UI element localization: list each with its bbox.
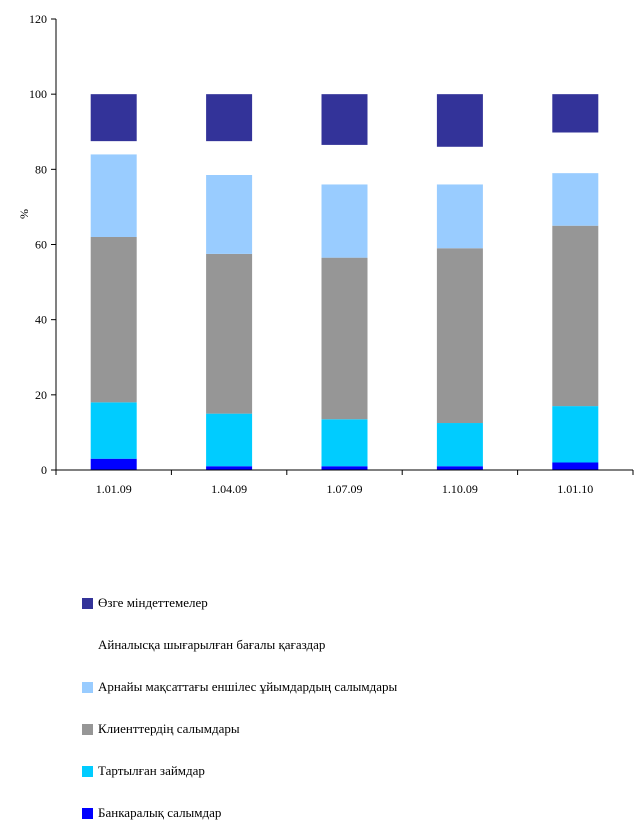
legend-item: Тартылған займдар xyxy=(82,762,205,780)
bar-segment-s3-1-10-09 xyxy=(436,184,483,249)
legend-label: Өзге міндеттемелер xyxy=(98,595,208,610)
legend-label: Арнайы мақсаттағы еншілес ұйымдардың сал… xyxy=(98,679,398,694)
legend-swatch xyxy=(82,681,93,693)
x-tick-label: 1.04.09 xyxy=(211,482,247,496)
y-tick-label: 40 xyxy=(35,313,47,327)
bar-segment-s0-1-01-09 xyxy=(90,458,137,470)
legend-label: Клиенттердің салымдары xyxy=(98,721,240,736)
bar-segment-s0-1-01-10 xyxy=(552,462,599,470)
y-axis-label: % xyxy=(17,209,31,219)
bar-segment-s3-1-01-09 xyxy=(90,154,137,237)
y-tick-label: 120 xyxy=(29,12,47,26)
y-tick-label: 20 xyxy=(35,388,47,402)
x-tick-label: 1.07.09 xyxy=(327,482,363,496)
bar-segment-s1-1-01-10 xyxy=(552,406,599,463)
bar-segment-s1-1-01-09 xyxy=(90,402,137,459)
legend-swatch xyxy=(82,765,93,777)
legend-item: Клиенттердің салымдары xyxy=(82,720,240,738)
legend-item: Өзге міндеттемелер xyxy=(82,594,208,612)
bar-segment-s3-1-01-10 xyxy=(552,173,599,226)
x-axis: 1.01.09 1.04.09 1.07.09 1.10.09 1.01.10 xyxy=(55,469,634,496)
bar-segment-s5-1-01-09 xyxy=(90,94,137,142)
bar-segment-s5-1-07-09 xyxy=(321,94,368,145)
bar-segment-s5-1-10-09 xyxy=(436,94,483,147)
y-tick-label: 60 xyxy=(35,238,47,252)
bar-segment-s2-1-01-10 xyxy=(552,225,599,407)
y-tick-label: 100 xyxy=(29,87,47,101)
legend-item: Арнайы мақсаттағы еншілес ұйымдардың сал… xyxy=(82,678,397,696)
y-axis: 0 20 40 60 80 100 120 xyxy=(29,12,57,477)
legend-item: Айналысқа шығарылған бағалы қағаздар xyxy=(82,636,325,654)
bar-segment-s4-1-10-09 xyxy=(436,146,483,185)
legend-label: Тартылған займдар xyxy=(98,763,205,778)
bar-segment-s2-1-07-09 xyxy=(321,257,368,420)
bar-segment-s4-1-07-09 xyxy=(321,144,368,185)
bar-segment-s3-1-07-09 xyxy=(321,184,368,258)
bar-segment-s0-1-04-09 xyxy=(206,466,253,470)
bar-segment-s2-1-04-09 xyxy=(206,253,253,414)
stacked-bar-chart: 0 20 40 60 80 100 120 1.01.09 1.04.09 1.07.09 1.1… xyxy=(17,12,634,496)
legend-label: Айналысқа шығарылған бағалы қағаздар xyxy=(98,637,326,652)
legend-swatch xyxy=(82,597,93,609)
bar-segment-s1-1-10-09 xyxy=(436,423,483,467)
bar-segment-s1-1-07-09 xyxy=(321,419,368,467)
legend-item: Банкаралық салымдар xyxy=(82,804,221,822)
bar-segment-s3-1-04-09 xyxy=(206,174,253,254)
bars xyxy=(90,94,599,470)
bar-segment-s2-1-01-09 xyxy=(90,236,137,403)
bar-segment-s5-1-04-09 xyxy=(206,94,253,142)
legend-swatch xyxy=(82,807,93,819)
y-tick-label: 80 xyxy=(35,162,47,176)
bar-segment-s4-1-01-09 xyxy=(90,141,137,155)
legend-swatch xyxy=(82,723,93,735)
legend-swatch xyxy=(82,640,93,651)
legend-label: Банкаралық салымдар xyxy=(98,805,222,820)
x-tick-label: 1.01.09 xyxy=(96,482,132,496)
bar-segment-s5-1-01-10 xyxy=(552,94,599,133)
bar-segment-s4-1-01-10 xyxy=(552,132,599,174)
bar-segment-s0-1-10-09 xyxy=(436,466,483,470)
x-tick-label: 1.01.10 xyxy=(557,482,593,496)
bar-segment-s4-1-04-09 xyxy=(206,141,253,175)
bar-segment-s1-1-04-09 xyxy=(206,413,253,467)
bar-segment-s2-1-10-09 xyxy=(436,248,483,424)
y-tick-label: 0 xyxy=(41,463,47,477)
bar-segment-s0-1-07-09 xyxy=(321,466,368,470)
x-tick-label: 1.10.09 xyxy=(442,482,478,496)
